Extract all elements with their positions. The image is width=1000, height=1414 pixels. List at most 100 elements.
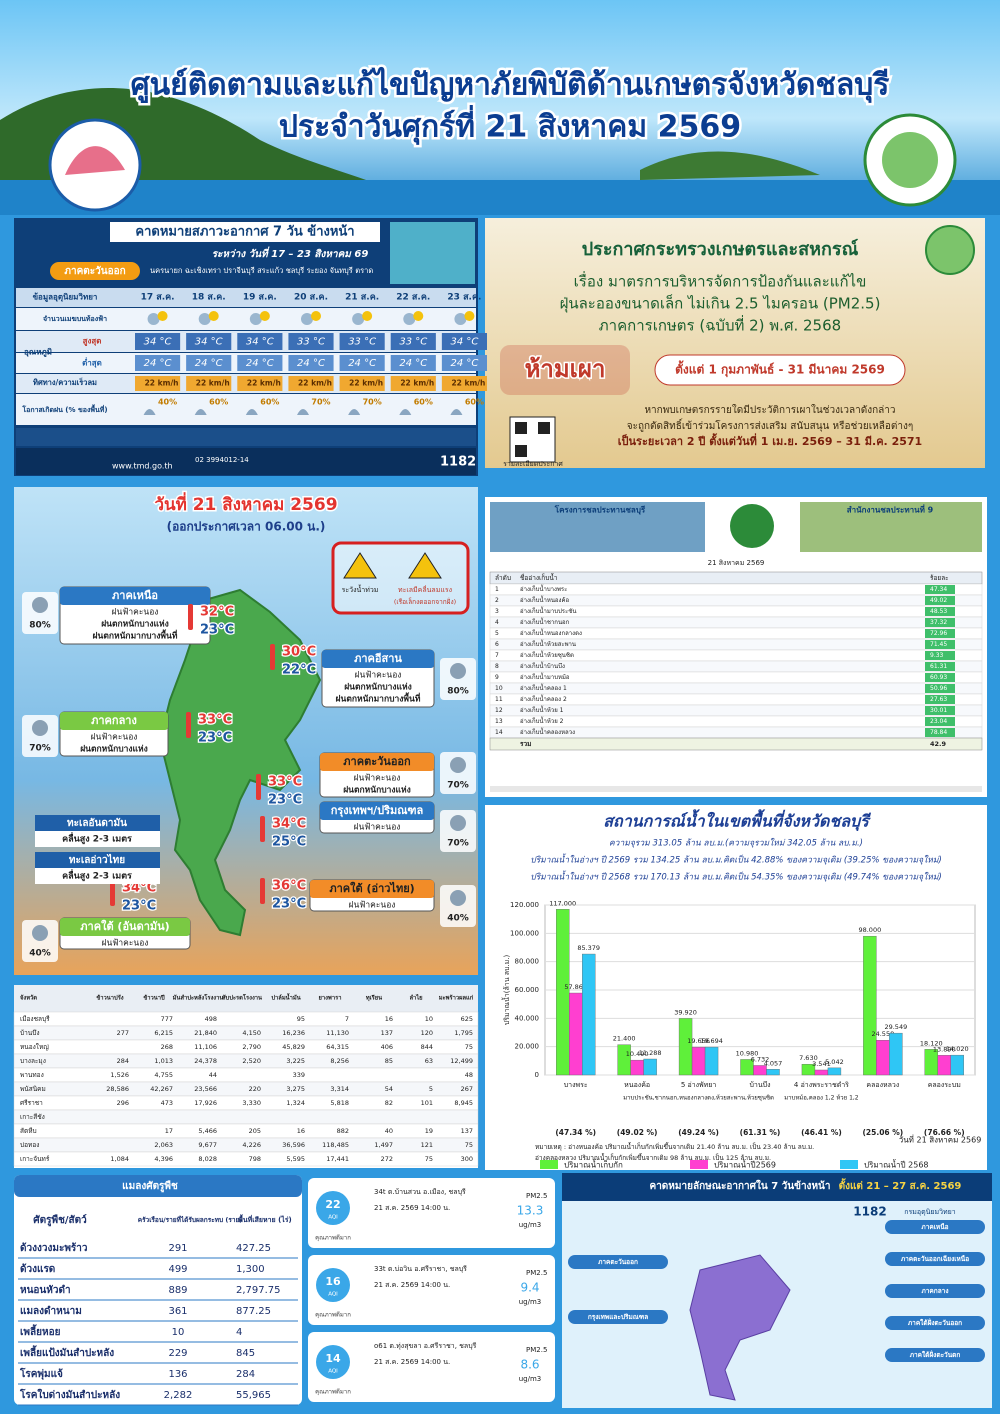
cell: 10: [425, 1015, 433, 1023]
cell: 268: [161, 1043, 173, 1051]
bar: [569, 992, 583, 1076]
aqi-badge: [316, 1268, 350, 1302]
table-row: [13, 1109, 479, 1125]
cell: 267: [461, 1085, 473, 1093]
rain-icon: [348, 409, 361, 415]
sea-text: คลื่นสูง 2-3 เมตร: [62, 832, 132, 845]
pm-unit: ug/m3: [519, 1221, 542, 1229]
pest-name: เพลี้ยหอย: [20, 1324, 61, 1338]
warning-icon: [408, 552, 442, 579]
outlook-region-name: ภาคกลาง: [921, 1287, 948, 1295]
logo-shape: [65, 146, 125, 175]
agency: กรมอุตุนิยมวิทยา: [904, 1208, 956, 1216]
cell: 13: [495, 718, 503, 725]
column-header: ทุเรียน: [366, 995, 382, 1002]
column-header: ยางพารา: [319, 995, 342, 1002]
rain-cloud: [450, 890, 466, 906]
region-name: กรุงเทพฯ/ปริมณฑล: [331, 804, 424, 818]
warning: ระวังน้ำท่วม: [342, 583, 379, 594]
cell: 61.31: [930, 663, 947, 670]
thermo: [260, 878, 265, 904]
value-label: 3.541: [812, 1060, 831, 1068]
bar: [630, 1059, 644, 1076]
pct-cell: [925, 651, 955, 660]
area: 845: [236, 1348, 255, 1359]
pest-name: โรคใบด่างมันสำปะหลัง: [19, 1388, 120, 1401]
wind-cell: [339, 376, 385, 391]
chart-note: หมายเหตุ : อ่างหนองค้อ ปริมาณน้ำเก็บกักเ…: [535, 1142, 814, 1151]
column-header: ครัวเรือน/รายที่ได้รับผลกระทบ (ราย): [138, 1214, 243, 1224]
x-tick-label: คลองระบม: [928, 1081, 961, 1089]
warning: (เรือเล็กงดออกจากฝั่ง): [394, 597, 456, 606]
warning-icon: [343, 552, 377, 579]
forecast-row-label: อุณหภูมิ: [24, 348, 52, 358]
area: 284: [236, 1369, 255, 1380]
map-date: วันที่ 21 สิงหาคม 2569: [154, 492, 337, 515]
pct-cell: [925, 629, 955, 638]
rain-cloud: [32, 925, 48, 941]
station: o61 ต.ทุ่งสุขลา อ.ศรีราชา, ชลบุรี: [374, 1342, 477, 1350]
value-label: 57.862: [564, 983, 587, 991]
pm-label: PM2.5: [526, 1192, 547, 1200]
cell: 48: [465, 1071, 473, 1079]
sea-title-bg: [35, 815, 160, 831]
min-temp: 24 °C: [348, 358, 376, 369]
total-value: 42.9: [930, 740, 947, 748]
cell: อ่างเก็บน้ำคลอง 1: [520, 682, 567, 692]
cell: 8,256: [330, 1057, 349, 1065]
aqi-quality: คุณภาพดีมาก: [315, 1234, 351, 1242]
area: 2,797.75: [236, 1285, 281, 1296]
y-axis-label: ปริมาณน้ำ(ล้าน ลบ.ม.): [500, 955, 511, 1026]
bar: [766, 1069, 780, 1076]
region-line: ฝนฟ้าคะนอง: [355, 670, 402, 681]
cell: 284: [117, 1057, 129, 1065]
percent-label: (46.41 %): [801, 1128, 842, 1137]
cell: 9.33: [930, 652, 944, 659]
cell: อ่างเก็บน้ำมาบประชัน: [520, 605, 576, 615]
min-temp: 24 °C: [450, 358, 478, 369]
region-title-bg: [310, 880, 434, 898]
announcement-line: เรื่อง มาตรการบริหารจัดการป้องกันและแก้ไ…: [574, 271, 867, 291]
pest-name: ด้วงงวงมะพร้าว: [20, 1242, 88, 1254]
cell: 1,526: [110, 1071, 129, 1079]
cell: 498: [205, 1015, 217, 1023]
cell: 30.01: [930, 707, 947, 714]
column-header: ศัตรูพืช/สัตว์: [33, 1214, 87, 1227]
thermo: [260, 816, 265, 842]
website: www.tmd.go.th: [112, 462, 173, 471]
region-line: ฝนฟ้าคะนอง: [112, 607, 159, 618]
region-title-bg: [60, 712, 168, 730]
cell: 49.02: [930, 597, 947, 604]
households: 499: [168, 1264, 187, 1275]
station: 33t ต.บ่อวิน อ.ศรีราชา, ชลบุรี: [374, 1265, 467, 1273]
announcement-line: ภาคการเกษตร (ฉบับที่ 2) พ.ศ. 2568: [599, 315, 841, 335]
sun-icon: [157, 311, 168, 321]
value-label: 19.656: [687, 1037, 710, 1045]
cell: 11,106: [194, 1043, 217, 1051]
warning: ทะเลมีคลื่นลมแรง: [398, 585, 452, 594]
legend-label: ปริมาณน้ำปี 2568: [864, 1159, 929, 1170]
temp-cell: [288, 333, 334, 350]
bar: [889, 1032, 903, 1076]
max-temp: 34 °C: [195, 337, 223, 348]
cell: 101: [421, 1099, 433, 1107]
aqi-card: [308, 1178, 555, 1248]
cell: 44: [209, 1071, 217, 1079]
cell: 28,586: [106, 1085, 129, 1093]
wind: 22 km/h: [247, 379, 281, 388]
station: 34t ต.บ้านสวน อ.เมือง, ชลบุรี: [374, 1188, 466, 1196]
bar: [863, 935, 877, 1076]
area: 427.25: [236, 1243, 271, 1254]
temp-cell: [441, 333, 487, 350]
rain-chance: 70%: [29, 744, 51, 754]
chart-subtitle: ความจุรวม 313.05 ล้าน ลบ.ม.(ความจุรวมใหม…: [609, 838, 863, 849]
aqi-label: AQI: [328, 1292, 338, 1298]
pest-name: เพลี้ยแป้งมันสำปะหลัง: [20, 1345, 114, 1359]
max-temp: 34 °C: [144, 337, 172, 348]
wind-cell: [135, 376, 181, 391]
cell: 137: [381, 1029, 393, 1037]
cell: 8: [495, 663, 499, 670]
forecast-row-header: ข้อมูลอุตุนิยมวิทยา: [33, 292, 98, 303]
area: 1,300: [236, 1264, 265, 1275]
forecast-period: ระหว่าง วันที่ 17 – 23 สิงหาคม 69: [212, 246, 369, 260]
